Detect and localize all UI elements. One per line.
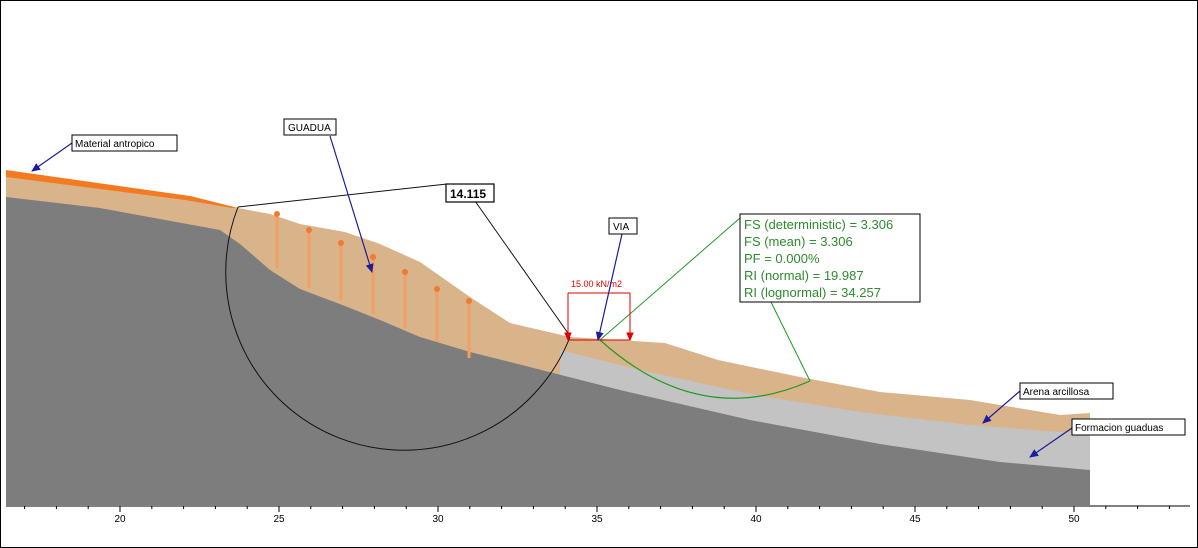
load-label: 15.00 kN/m2 (571, 279, 622, 289)
label-material-antropico: Material antropico (71, 134, 178, 152)
x-axis: 20 25 30 35 40 45 50 (6, 505, 1190, 525)
x-tick-label: 45 (909, 514, 921, 525)
distributed-load (564, 292, 634, 342)
results-box: FS (deterministic) = 3.306 FS (mean) = 3… (739, 213, 921, 303)
x-tick-label: 25 (273, 514, 285, 525)
svg-text:14.115: 14.115 (450, 187, 486, 201)
label-guadua: GUADUA (283, 118, 337, 136)
x-tick-label: 30 (432, 514, 444, 525)
x-tick-label: 20 (114, 514, 126, 525)
label-arrows (31, 135, 1073, 458)
layer-bedrock (6, 197, 1090, 505)
result-fs-deterministic: FS (deterministic) = 3.306 (744, 217, 893, 232)
x-tick-label: 40 (750, 514, 762, 525)
x-tick-label: 35 (591, 514, 603, 525)
result-fs-mean: FS (mean) = 3.306 (744, 234, 853, 249)
guadua-pile-heads (274, 211, 472, 304)
svg-text:Material antropico: Material antropico (75, 139, 155, 150)
svg-text:VIA: VIA (613, 222, 629, 233)
svg-text:Arena arcillosa: Arena arcillosa (1023, 387, 1090, 398)
label-arena-arcillosa: Arena arcillosa (1019, 382, 1114, 400)
probabilistic-slip-surface (599, 339, 811, 399)
svg-text:GUADUA: GUADUA (288, 123, 331, 134)
result-ri-normal: RI (normal) = 19.987 (744, 268, 864, 283)
critical-value-leaders (237, 183, 571, 337)
layer-material-antropico (6, 170, 238, 208)
label-critical-value: 14.115 (445, 183, 495, 203)
label-formacion-guaduas: Formacion guaduas (1071, 418, 1186, 436)
x-tick-label: 50 (1068, 514, 1080, 525)
result-pf: PF = 0.000% (744, 251, 820, 266)
results-leaders (599, 217, 811, 382)
result-ri-lognormal: RI (lognormal) = 34.257 (744, 285, 881, 300)
critical-slip-surface (225, 206, 571, 451)
svg-text:Formacion guaduas: Formacion guaduas (1075, 423, 1163, 434)
guadua-piles (275, 215, 471, 358)
label-via: VIA (608, 217, 638, 235)
